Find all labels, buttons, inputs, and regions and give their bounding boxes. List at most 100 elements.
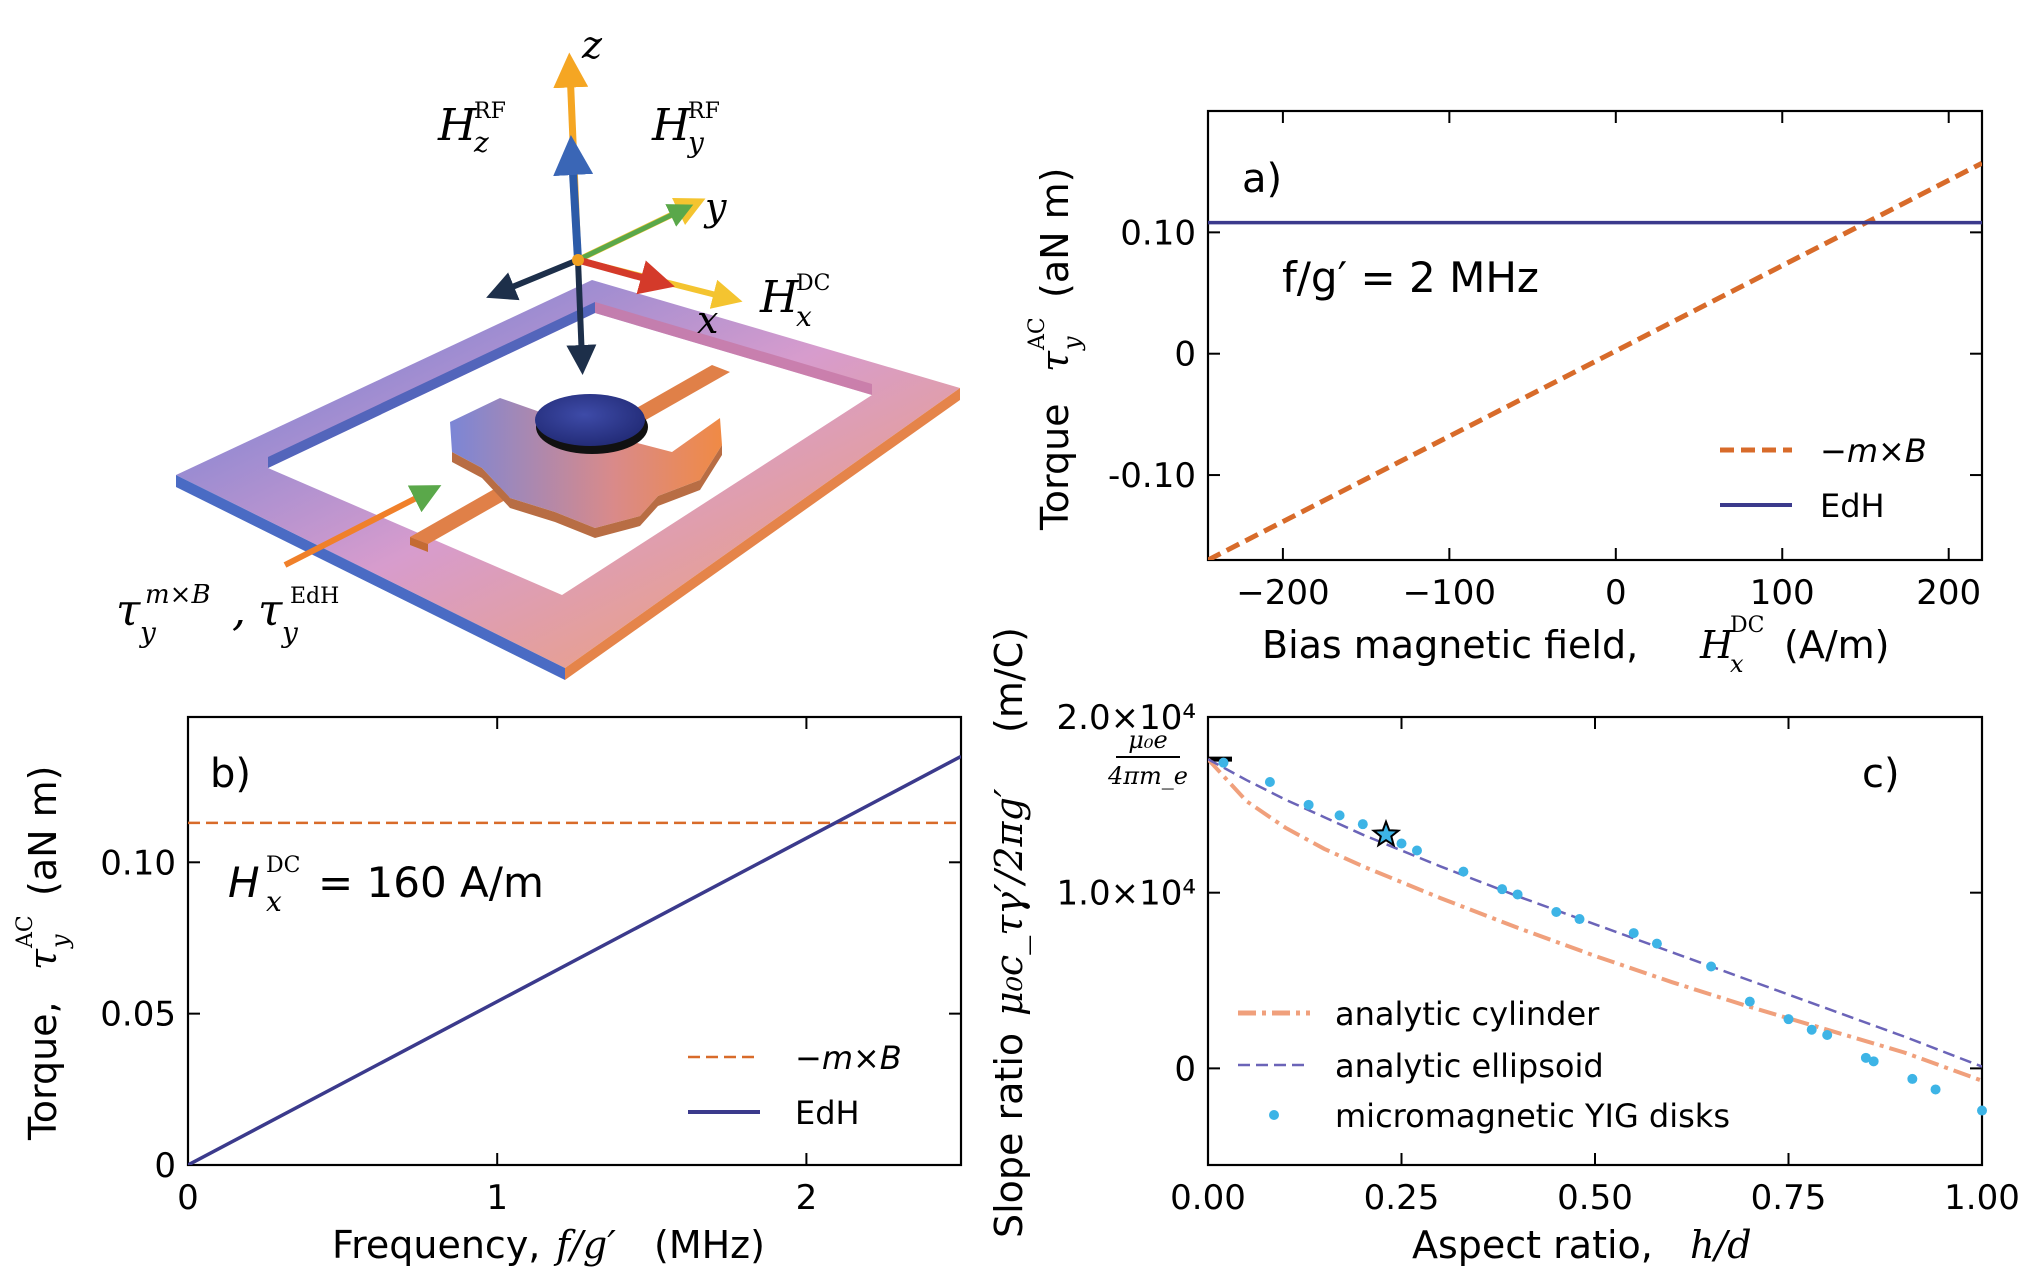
chart-a-ytick-label: -0.10 bbox=[1108, 456, 1196, 496]
chart-a-xtick-label: 100 bbox=[1750, 573, 1815, 613]
chart-c-series-line bbox=[1208, 757, 1982, 1083]
chart-c-point bbox=[1574, 914, 1585, 925]
legend-c-label-cylinder: analytic cylinder bbox=[1335, 995, 1600, 1033]
chart-c-point bbox=[1651, 938, 1662, 949]
chart-c-star-marker bbox=[1371, 818, 1402, 848]
chart-b-annotation-var: H bbox=[228, 858, 260, 907]
chart-c-point bbox=[1706, 961, 1717, 972]
hz-rf-sup: RF bbox=[474, 99, 506, 124]
chart-a-y-ticks: -0.10 0 0.10 bbox=[1108, 213, 1982, 496]
chart-a-ylabel-unit: (aN m) bbox=[1033, 168, 1077, 298]
z-label: z bbox=[581, 23, 603, 67]
frame-hole-inner-wall-2 bbox=[595, 302, 872, 395]
chart-c-point bbox=[1628, 928, 1639, 939]
chart-c-y-ticks: 0 1.0×10⁴ 2.0×10⁴ bbox=[1057, 698, 1982, 1089]
tau-edh-sup: EdH bbox=[290, 584, 339, 609]
chart-c-xtick-label: 1.00 bbox=[1944, 1178, 2020, 1218]
hy-rf-sup: RF bbox=[688, 99, 720, 124]
chart-b-ylabel-var: τ bbox=[21, 948, 65, 970]
legend-a-label-edh: EdH bbox=[1820, 487, 1885, 525]
chart-c-ref-den: 4πm_e bbox=[1107, 762, 1188, 790]
chart-c-point bbox=[1411, 845, 1422, 856]
chart-a-xtick-label: 0 bbox=[1605, 573, 1627, 613]
chart-a-xlabel-text: Bias magnetic field, bbox=[1262, 623, 1638, 667]
chart-a-ylabel-sup: AC bbox=[1025, 317, 1050, 351]
chart-b-xlabel-var: f/g′ bbox=[553, 1223, 616, 1267]
chart-b-xtick-label: 1 bbox=[486, 1178, 508, 1218]
x-label: x bbox=[697, 298, 718, 342]
minus-y-arrow bbox=[486, 257, 580, 301]
hx-dc-var: H bbox=[759, 272, 800, 323]
tau-edh-var: τ bbox=[258, 585, 283, 636]
chart-c-point bbox=[1551, 907, 1562, 918]
chart-b-x-ticks: 0 1 2 bbox=[177, 717, 817, 1218]
chart-c-ylabel-unit: (m/C) bbox=[987, 627, 1031, 733]
chart-c-xtick-label: 0.50 bbox=[1557, 1178, 1633, 1218]
chart-c-xtick-label: 0.00 bbox=[1170, 1178, 1246, 1218]
chart-c-panel-label: c) bbox=[1862, 751, 1900, 797]
chart-b-series-line bbox=[188, 754, 961, 1165]
device-illustration: z y x H z RF H y RF H x DC τ y m×B , τ y… bbox=[116, 23, 960, 680]
chart-a-xtick-label: −100 bbox=[1403, 573, 1496, 613]
chart-a-xlabel-sub: x bbox=[1730, 650, 1744, 678]
chart-b-xlabel: Frequency, f/g′ (MHz) bbox=[332, 1223, 765, 1267]
chart-b-ylabel: Torque, τ y AC (aN m) bbox=[13, 766, 74, 1141]
chart-c-point bbox=[1822, 1029, 1833, 1040]
hx-dc-arrow bbox=[577, 256, 675, 295]
hy-rf-label: H y RF bbox=[651, 99, 720, 159]
chart-a-xtick-label: 200 bbox=[1916, 573, 1981, 613]
chart-b-xtick-label: 0 bbox=[177, 1178, 199, 1218]
chart-c-point bbox=[1264, 777, 1275, 788]
chart-c-ytick-label: 0 bbox=[1174, 1049, 1196, 1089]
chart-a-ylabel-text: Torque bbox=[1033, 403, 1077, 531]
legend-c-swatch-yig bbox=[1269, 1110, 1279, 1120]
chart-c-point bbox=[1806, 1024, 1817, 1035]
tau-edh-sub: y bbox=[280, 616, 299, 649]
chart-b-xlabel-unit: (MHz) bbox=[654, 1223, 765, 1267]
chart-a-xlabel: Bias magnetic field, H x DC (A/m) bbox=[1262, 613, 1889, 678]
chart-c-xlabel: Aspect ratio, h/d bbox=[1412, 1223, 1752, 1267]
hx-dc-sup: DC bbox=[796, 271, 830, 296]
chart-c-series-line bbox=[1208, 758, 1982, 1068]
chart-a-series bbox=[1208, 160, 1982, 560]
chart-c-series bbox=[1208, 757, 1987, 1116]
hy-rf-sub: y bbox=[686, 126, 705, 159]
chart-b-y-ticks: 0 0.05 0.10 bbox=[100, 843, 961, 1186]
chart-c-point bbox=[1357, 819, 1368, 830]
chart-b-ylabel-text: Torque, bbox=[21, 1001, 65, 1141]
chart-b-ytick-label: 0.10 bbox=[100, 843, 176, 883]
chart-c-ylabel: Slope ratio μ₀c_τγ′/2πg′ (m/C) bbox=[987, 627, 1032, 1238]
chart-a-ytick-label: 0 bbox=[1174, 335, 1196, 375]
chart-b-xtick-label: 2 bbox=[796, 1178, 818, 1218]
chart-b-panel-label: b) bbox=[210, 751, 251, 797]
chart-c-point bbox=[1977, 1105, 1987, 1116]
chart-c-point bbox=[1497, 884, 1508, 895]
chart-a-ylabel-sub: y bbox=[1058, 336, 1086, 351]
hz-rf-var: H bbox=[437, 100, 478, 151]
chart-c-ylabel-var: μ₀c_τγ′/2πg′ bbox=[987, 788, 1032, 1016]
frame-hole-inner-wall bbox=[268, 302, 595, 468]
chart-a-annotation: f/g′ = 2 MHz bbox=[1282, 253, 1539, 302]
chart-c-xlabel-text: Aspect ratio, bbox=[1412, 1223, 1653, 1267]
chart-b-ytick-label: 0.05 bbox=[100, 995, 176, 1035]
chart-c-x-ticks: 0.00 0.25 0.50 0.75 1.00 bbox=[1170, 717, 2020, 1218]
chart-c-point bbox=[1783, 1014, 1794, 1025]
origin-dot bbox=[572, 254, 584, 266]
hz-rf-sub: z bbox=[473, 126, 489, 159]
torque-label: τ y m×B , τ y EdH bbox=[116, 580, 339, 649]
chart-c-point bbox=[1512, 889, 1523, 900]
chart-a-xlabel-unit: (A/m) bbox=[1784, 623, 1889, 667]
chart-b-series bbox=[188, 754, 961, 1165]
chart-c-point bbox=[1334, 810, 1345, 821]
chart-c-point bbox=[1458, 866, 1469, 877]
chart-a-ylabel-var: τ bbox=[1033, 350, 1077, 372]
chart-c-xtick-label: 0.75 bbox=[1751, 1178, 1827, 1218]
chart-b-ytick-label: 0 bbox=[154, 1146, 176, 1186]
hx-dc-label: H x DC bbox=[759, 271, 830, 333]
chart-a-ytick-label: 0.10 bbox=[1120, 213, 1196, 253]
chart-c-ytick-label: 1.0×10⁴ bbox=[1057, 874, 1196, 914]
chart-c-ylabel-text: Slope ratio bbox=[987, 1033, 1031, 1238]
chart-c-xlabel-var: h/d bbox=[1690, 1223, 1752, 1267]
